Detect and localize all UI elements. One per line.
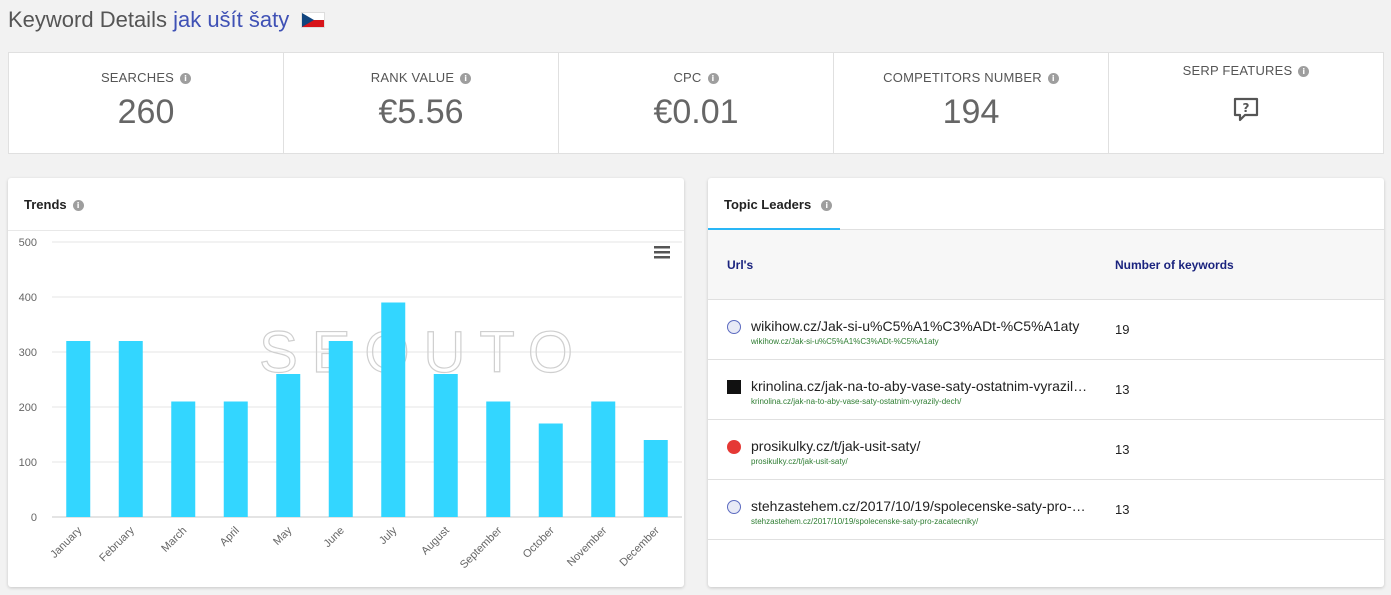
y-tick-label: 0 xyxy=(31,512,37,524)
stat-value: €5.56 xyxy=(378,93,464,131)
x-tick-label: August xyxy=(419,525,452,558)
column-header-keywords[interactable]: Number of keywords xyxy=(1115,258,1234,272)
pin-icon xyxy=(727,440,741,454)
x-tick-label: January xyxy=(48,524,85,561)
topic-leaders-card: Topic Leaders i Url's Number of keywords … xyxy=(708,178,1384,587)
chart-bar xyxy=(538,423,563,517)
chart-bar xyxy=(118,341,143,517)
table-row: wikihow.cz/Jak-si-u%C5%A1%C3%ADt-%C5%A1a… xyxy=(708,300,1384,360)
column-header-urls[interactable]: Url's xyxy=(727,258,754,272)
stat-value: 260 xyxy=(117,93,175,131)
table-header: Url's Number of keywords xyxy=(708,230,1384,300)
x-tick-label: March xyxy=(159,525,189,555)
stat-rank-value: RANK VALUE i €5.56 xyxy=(284,53,559,153)
x-tick-label: September xyxy=(458,524,505,571)
chart-bar xyxy=(643,440,668,517)
row-url-link[interactable]: stehzastehem.cz/2017/10/19/spolecenske-s… xyxy=(751,498,1091,514)
stat-label: CPC xyxy=(673,70,702,85)
trends-title: Trends xyxy=(24,197,67,212)
trends-chart: 0 100 200 300 400 500 SEOUTO January February Mar… xyxy=(19,237,682,571)
x-tick-label: February xyxy=(97,524,137,564)
y-tick-label: 300 xyxy=(19,347,37,359)
chart-bar xyxy=(328,341,353,517)
chart-bar xyxy=(591,401,616,517)
y-tick-label: 100 xyxy=(19,457,37,469)
y-tick-label: 200 xyxy=(19,402,37,414)
stat-competitors: COMPETITORS NUMBER i 194 xyxy=(834,53,1109,153)
question-bubble-icon[interactable]: ? xyxy=(1232,96,1260,124)
chart-bar xyxy=(381,302,406,517)
svg-text:?: ? xyxy=(1243,101,1250,115)
row-url-link[interactable]: prosikulky.cz/t/jak-usit-saty/ xyxy=(751,438,921,454)
x-tick-label: December xyxy=(618,524,663,569)
globe-icon xyxy=(727,320,741,334)
stat-value: 194 xyxy=(942,93,1000,131)
stat-label: RANK VALUE xyxy=(370,70,455,85)
row-url-subtext[interactable]: prosikulky.cz/t/jak-usit-saty/ xyxy=(751,457,848,466)
info-icon[interactable]: i xyxy=(1047,73,1059,84)
tab-label: Topic Leaders xyxy=(724,197,812,212)
trends-card: Trends i 0 100 200 300 400 500 SEOUTO January Feb… xyxy=(8,178,684,587)
stat-value: €0.01 xyxy=(653,93,739,131)
info-icon[interactable]: i xyxy=(821,200,833,211)
globe-icon xyxy=(727,500,741,514)
x-tick-label: April xyxy=(218,525,242,549)
info-icon[interactable]: i xyxy=(1298,66,1310,77)
row-url-subtext[interactable]: krinolina.cz/jak-na-to-aby-vase-saty-ost… xyxy=(751,397,962,406)
row-url-link[interactable]: wikihow.cz/Jak-si-u%C5%A1%C3%ADt-%C5%A1a… xyxy=(751,318,1080,334)
table-row: krinolina.cz/jak-na-to-aby-vase-saty-ost… xyxy=(708,360,1384,420)
info-icon[interactable]: i xyxy=(180,73,192,84)
page-title: Keyword Details jak ušít šaty xyxy=(8,7,326,33)
stat-label: SEARCHES xyxy=(100,70,175,85)
table-row: stehzastehem.cz/2017/10/19/spolecenske-s… xyxy=(708,480,1384,540)
row-keyword-count: 13 xyxy=(1115,442,1130,457)
row-url-subtext[interactable]: wikihow.cz/Jak-si-u%C5%A1%C3%ADt-%C5%A1a… xyxy=(751,337,939,346)
tab-topic-leaders[interactable]: Topic Leaders i xyxy=(708,178,840,230)
stat-cpc: CPC i €0.01 xyxy=(559,53,834,153)
chart-bar xyxy=(66,341,91,517)
chart-bar xyxy=(171,401,196,517)
stats-panel: SEARCHES i 260 RANK VALUE i €5.56 CPC i €0.… xyxy=(8,52,1384,154)
table-row: prosikulky.cz/t/jak-usit-saty/ prosikulk… xyxy=(708,420,1384,480)
title-prefix: Keyword Details xyxy=(8,7,167,32)
chart-bar xyxy=(433,374,458,517)
y-tick-label: 400 xyxy=(19,292,37,304)
row-keyword-count: 19 xyxy=(1115,322,1130,337)
x-tick-label: May xyxy=(271,524,295,548)
stat-serp-features: SERP FEATURES i ? xyxy=(1109,53,1383,153)
keyword-text: jak ušít šaty xyxy=(173,7,290,32)
czech-flag-icon xyxy=(301,12,326,28)
row-keyword-count: 13 xyxy=(1115,382,1130,397)
stat-searches: SEARCHES i 260 xyxy=(9,53,284,153)
row-keyword-count: 13 xyxy=(1115,502,1130,517)
row-url-link[interactable]: krinolina.cz/jak-na-to-aby-vase-saty-ost… xyxy=(751,378,1091,394)
stat-label: COMPETITORS NUMBER xyxy=(883,70,1042,85)
x-tick-label: July xyxy=(377,524,400,547)
x-tick-label: November xyxy=(565,524,610,569)
chart-bar xyxy=(486,401,511,517)
watermark: SEOUTO xyxy=(259,320,587,385)
site-logo-icon xyxy=(727,380,741,394)
stat-label: SERP FEATURES xyxy=(1182,63,1293,78)
info-icon[interactable]: i xyxy=(707,73,719,84)
row-url-subtext[interactable]: stehzastehem.cz/2017/10/19/spolecenske-s… xyxy=(751,517,979,526)
chart-bar xyxy=(276,374,301,517)
chart-bar xyxy=(223,401,248,517)
x-tick-label: June xyxy=(322,525,347,550)
info-icon[interactable]: i xyxy=(72,200,84,211)
y-tick-label: 500 xyxy=(19,237,37,249)
x-tick-label: October xyxy=(521,524,557,560)
info-icon[interactable]: i xyxy=(460,73,472,84)
hamburger-menu-icon[interactable] xyxy=(654,246,670,259)
